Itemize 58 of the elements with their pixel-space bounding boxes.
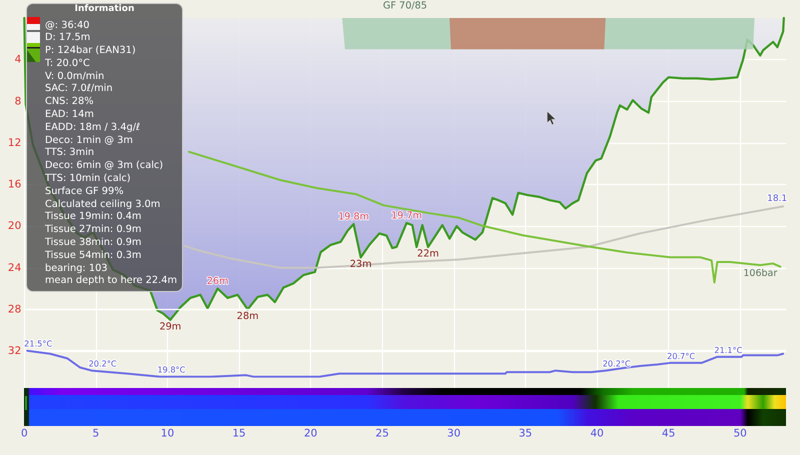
- annotation: Tissue 27min: 0.9m: [45, 224, 142, 238]
- line-series: [184, 205, 784, 269]
- annotation: V: 0.0m/min: [45, 70, 106, 84]
- annotation: 26m: [206, 276, 228, 288]
- annotation: CNS: 28%: [45, 96, 95, 110]
- y-tick-label: 28: [8, 303, 22, 316]
- annotation: D: 17.5m: [45, 32, 92, 46]
- annotation: 22m: [417, 248, 439, 260]
- y-tick-label: 20: [8, 220, 22, 232]
- annotation: Calculated ceiling 3.0m: [45, 198, 162, 212]
- annotation: Tissue 38min: 0.9m: [45, 237, 142, 250]
- data-label: 19.8°C: [157, 364, 186, 375]
- data-label: 18.1: [767, 194, 788, 204]
- y-tick-label: 4: [14, 54, 22, 66]
- data-label: 21.5°C: [24, 338, 52, 349]
- annotation: 28m: [236, 310, 259, 322]
- annotation: P: 124bar (EAN31): [45, 45, 137, 58]
- x-tick-label: 30: [447, 428, 461, 440]
- x-tick-label: 40: [590, 428, 604, 440]
- annotation: Deco: 1min @ 3m: [45, 134, 134, 148]
- x-tick-label: 20: [304, 428, 318, 440]
- annotation: TTS: 3min: [45, 147, 96, 160]
- x-tick-label: 0: [20, 428, 28, 440]
- data-label: 20.2°C: [88, 358, 117, 369]
- annotation: @: 36:40: [45, 20, 90, 32]
- annotation: bearing: 103: [45, 262, 109, 276]
- x-tick-label: 15: [232, 428, 246, 440]
- annotation: mean depth to here 22.4m: [45, 275, 178, 288]
- annotation: Surface GF 99%: [45, 186, 125, 199]
- y-tick-label: 8: [14, 95, 22, 108]
- annotation: SAC: 7.0ℓ/min: [45, 83, 114, 96]
- x-tick-label: 35: [518, 428, 532, 440]
- y-tick-label: 16: [8, 178, 22, 191]
- annotation: TTS: 10min (calc): [45, 173, 132, 186]
- annotation: EADD: 18m / 3.4g/ℓ: [45, 122, 142, 135]
- text: GF 70/85: [383, 0, 428, 12]
- data-label: 20.2°C: [602, 358, 631, 369]
- text: Information: [74, 4, 136, 15]
- x-tick-label: 50: [733, 428, 747, 440]
- y-tick-label: 12: [8, 136, 22, 149]
- annotation: 29m: [159, 321, 182, 332]
- annotation: 19.7m: [391, 210, 422, 222]
- data-label: 21.1°C: [714, 344, 743, 355]
- x-tick-label: 45: [662, 428, 676, 440]
- annotation: 106bar: [743, 268, 778, 280]
- x-tick-label: 5: [92, 428, 100, 440]
- annotation: Tissue 19min: 0.4m: [45, 211, 142, 224]
- x-tick-label: 25: [376, 428, 389, 440]
- annotation: EAD: 14m: [45, 109, 95, 122]
- annotation: Tissue 54min: 0.3m: [45, 250, 142, 263]
- y-tick-label: 32: [8, 345, 22, 358]
- y-tick-label: 24: [8, 262, 22, 274]
- annotation: Deco: 6min @ 3m (calc): [45, 160, 164, 174]
- x-tick-label: 10: [160, 428, 174, 440]
- annotation: T: 20.0°C: [45, 58, 91, 71]
- data-label: 20.7°C: [667, 350, 696, 361]
- annotation: 19.8m: [338, 212, 370, 223]
- annotation: 23m: [350, 258, 372, 270]
